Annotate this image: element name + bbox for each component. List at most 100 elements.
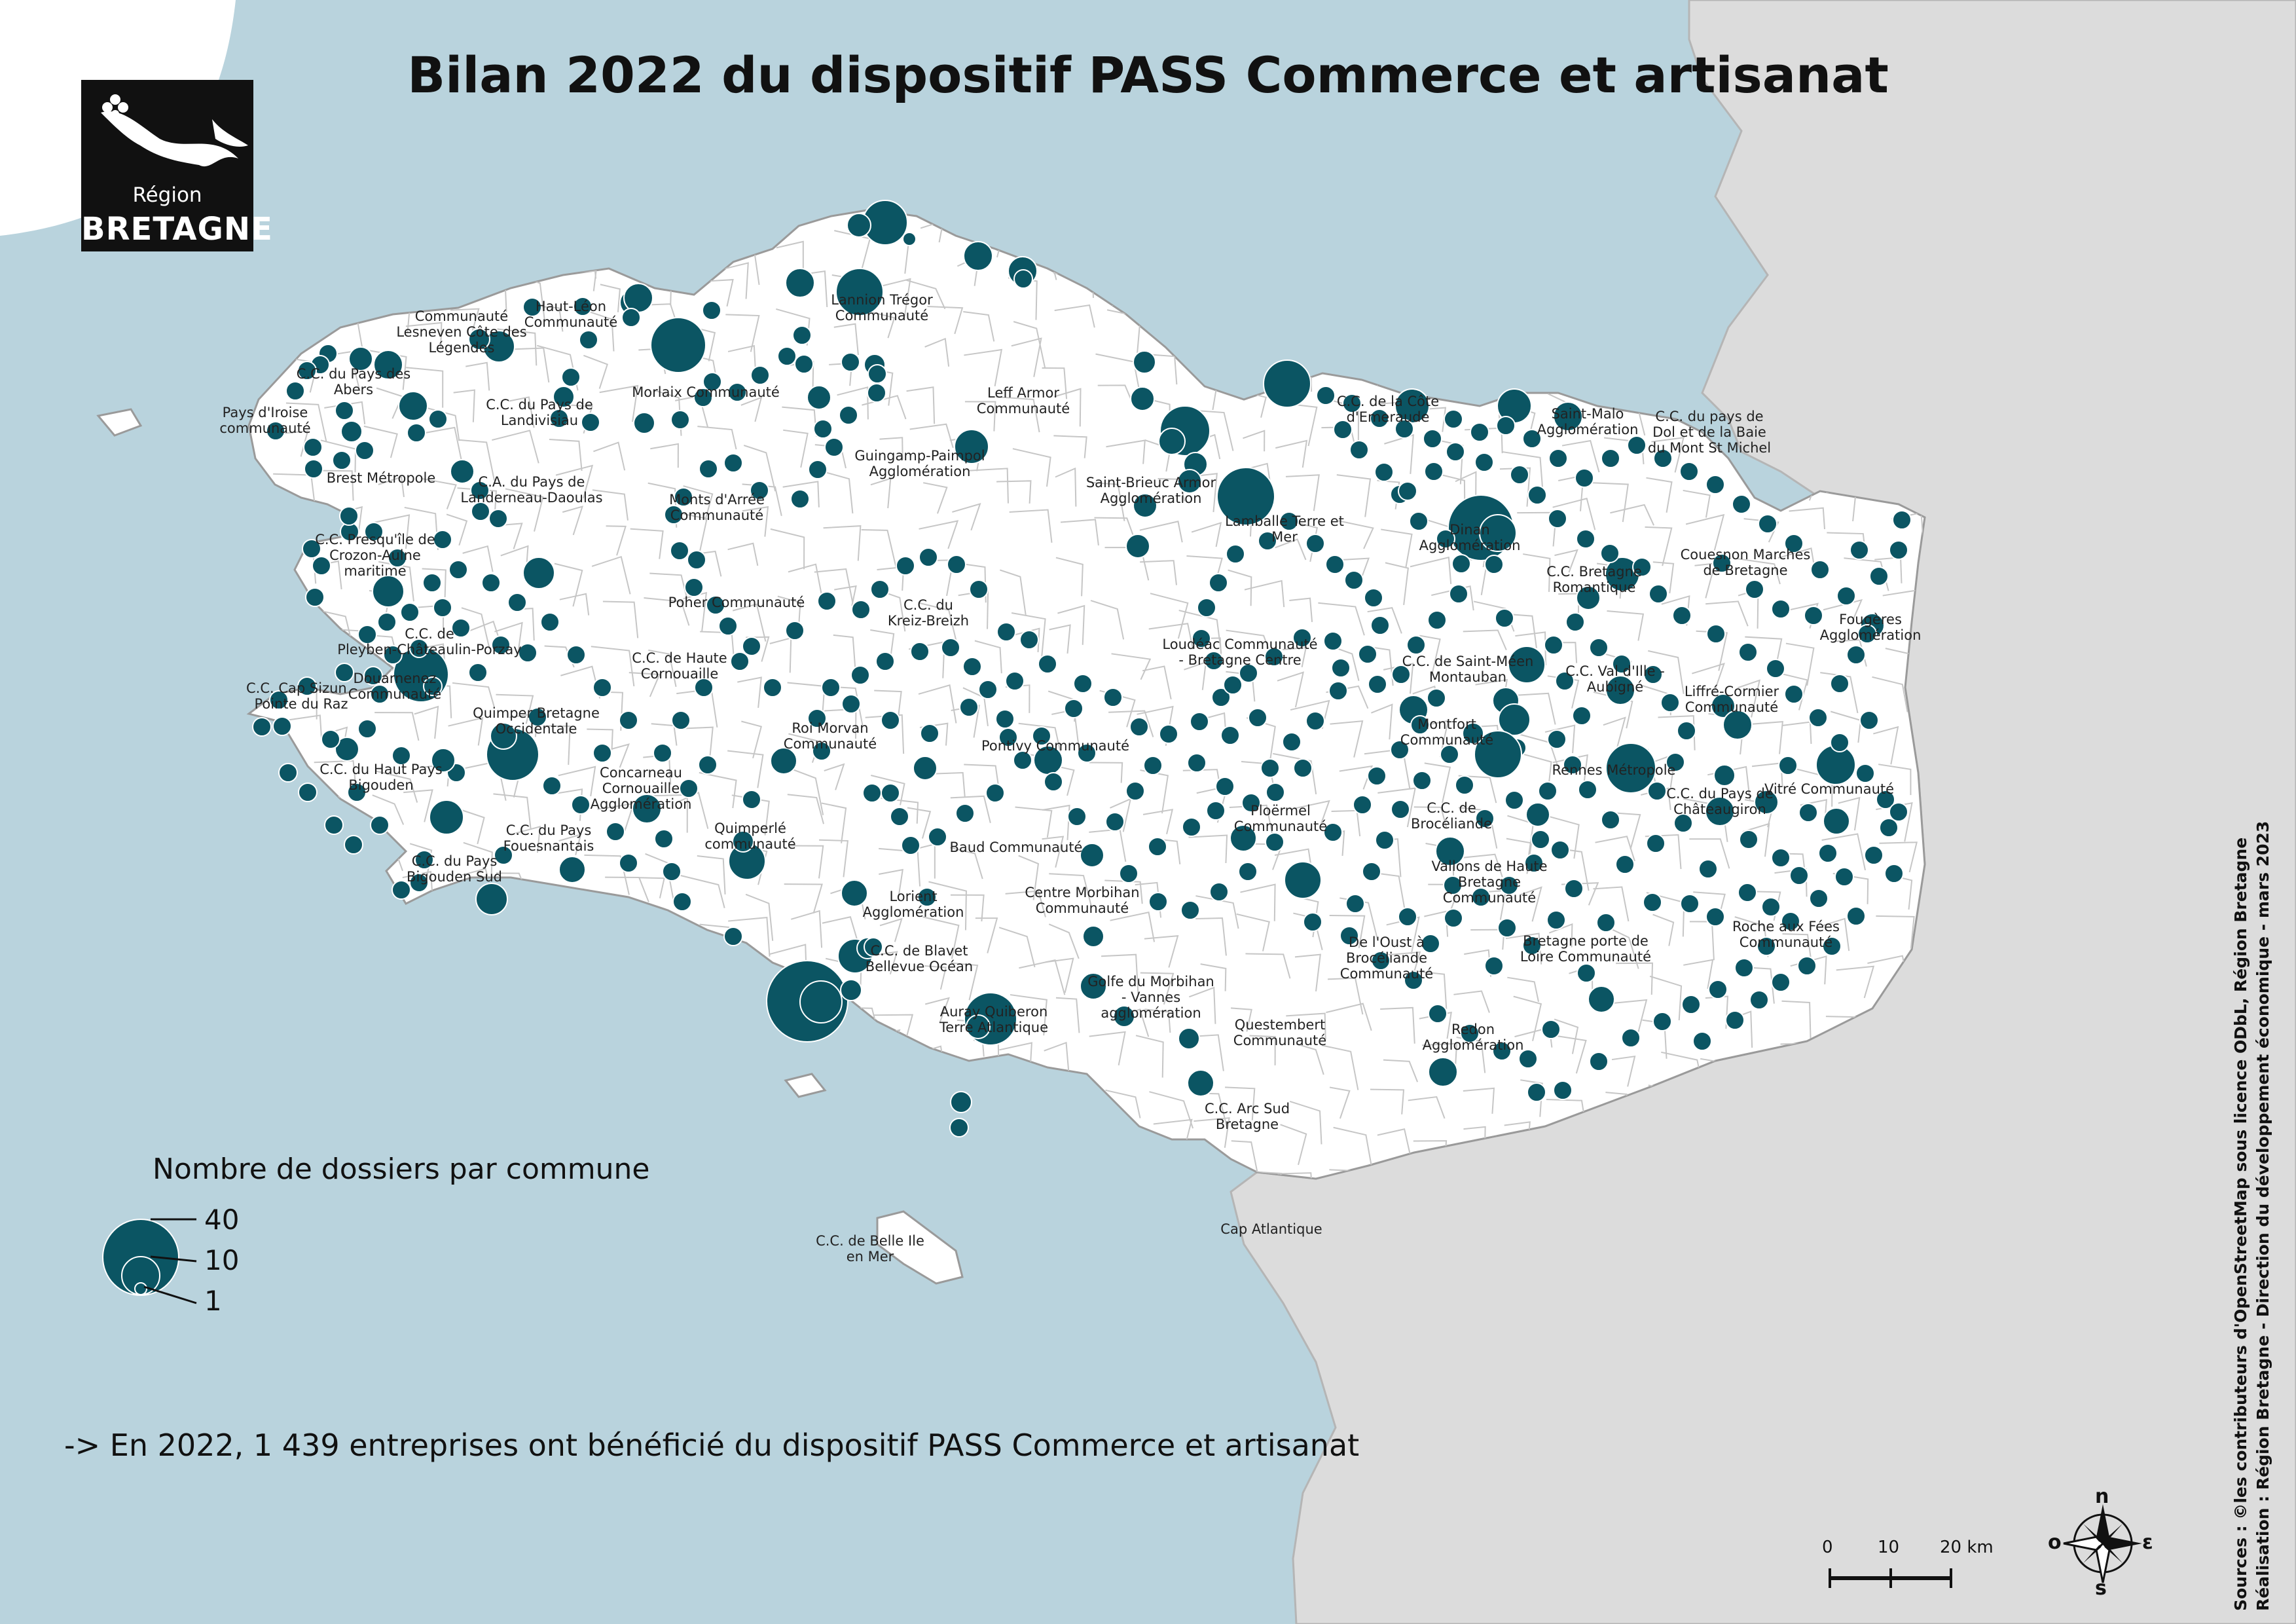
- commune-bubble: [1215, 777, 1235, 796]
- epci-label: De l'Oust à Brocéliande Communauté: [1340, 934, 1433, 982]
- legend-circle-1: [134, 1282, 147, 1295]
- commune-boundary: [588, 231, 630, 258]
- commune-boundary: [684, 1092, 720, 1121]
- commune-boundary: [1049, 624, 1071, 654]
- commune-boundary: [418, 932, 453, 963]
- commune-boundary: [1823, 599, 1863, 622]
- commune-bubble: [1474, 730, 1522, 779]
- commune-boundary: [919, 520, 959, 549]
- commune-bubble: [817, 591, 837, 611]
- epci-label: C.C. de Belle Ile en Mer: [816, 1233, 924, 1264]
- commune-bubble: [1508, 646, 1546, 684]
- commune-bubble: [1424, 462, 1444, 481]
- commune-bubble: [1474, 452, 1494, 472]
- commune-bubble: [1423, 429, 1442, 449]
- commune-boundary: [1408, 1096, 1446, 1119]
- commune-bubble: [1705, 475, 1725, 494]
- commune-bubble: [1204, 651, 1224, 671]
- commune-bubble: [950, 1091, 972, 1113]
- commune-boundary: [1374, 229, 1406, 257]
- commune-boundary: [515, 969, 539, 995]
- epci-label: Montfort Communauté: [1400, 716, 1493, 748]
- commune-bubble: [1258, 531, 1277, 551]
- commune-boundary: [448, 1120, 476, 1150]
- commune-boundary: [418, 1048, 449, 1073]
- epci-label: Quimper Bretagne Occidentale: [473, 705, 600, 737]
- commune-boundary: [1231, 274, 1262, 316]
- epci-label: Pontivy Communauté: [981, 738, 1129, 754]
- commune-boundary: [1055, 467, 1077, 507]
- commune-bubble: [1834, 867, 1854, 887]
- commune-boundary: [651, 956, 686, 989]
- commune-bubble: [727, 382, 747, 402]
- commune-bubble: [1492, 1041, 1512, 1061]
- commune-bubble: [1818, 843, 1838, 863]
- commune-boundary: [1648, 650, 1685, 694]
- commune-bubble: [1548, 509, 1567, 528]
- epci-label: Rennes Métropole: [1552, 762, 1676, 778]
- commune-boundary: [1778, 672, 1808, 710]
- commune-boundary: [1419, 635, 1441, 677]
- commune-bubble: [1148, 892, 1168, 912]
- commune-bubble: [1484, 956, 1504, 976]
- commune-bubble: [699, 459, 718, 479]
- epci-label: Quimperlé communauté: [704, 821, 795, 852]
- commune-boundary: [879, 868, 903, 898]
- commune-boundary: [1737, 679, 1761, 718]
- commune-boundary: [276, 1086, 302, 1118]
- commune-boundary: [644, 1041, 682, 1088]
- epci-label: C.C. de la Côte d'Emeraude: [1337, 394, 1439, 425]
- commune-boundary: [1142, 665, 1172, 700]
- commune-bubble: [1660, 693, 1680, 712]
- commune-boundary: [372, 794, 405, 825]
- commune-boundary: [743, 445, 776, 492]
- commune-boundary: [602, 600, 639, 638]
- commune-boundary: [370, 280, 409, 312]
- commune-bubble: [966, 1014, 991, 1039]
- commune-boundary: [1110, 1171, 1138, 1179]
- commune-boundary: [963, 311, 995, 342]
- commune-boundary: [870, 477, 892, 509]
- commune-bubble: [955, 803, 975, 823]
- commune-boundary: [648, 649, 677, 688]
- commune-boundary: [369, 1018, 409, 1060]
- commune-boundary: [1422, 320, 1446, 356]
- commune-bubble: [870, 580, 890, 599]
- commune-bubble: [1293, 758, 1313, 778]
- commune-bubble: [1428, 1004, 1448, 1024]
- commune-boundary: [1386, 306, 1422, 331]
- commune-bubble: [1148, 837, 1167, 857]
- commune-bubble: [824, 437, 844, 457]
- commune-bubble: [1333, 420, 1353, 439]
- commune-boundary: [270, 637, 311, 667]
- commune-bubble: [1698, 859, 1718, 879]
- region-bretagne-logo: Région BRETAGNE: [81, 80, 272, 251]
- commune-bubble: [1712, 553, 1732, 573]
- commune-boundary: [699, 771, 737, 809]
- commune-bubble: [1328, 681, 1348, 701]
- epci-label: Haut-Léon Communauté: [524, 299, 617, 330]
- commune-bubble: [1797, 956, 1817, 976]
- commune-boundary: [927, 305, 964, 335]
- commune-boundary: [770, 528, 805, 570]
- commune-boundary: [587, 728, 613, 750]
- commune-boundary: [964, 401, 996, 432]
- commune-bubble: [1510, 465, 1529, 485]
- commune-boundary: [1513, 995, 1542, 1041]
- commune-bubble: [1647, 781, 1667, 801]
- commune-bubble: [1216, 467, 1275, 526]
- commune-boundary: [1652, 913, 1675, 946]
- commune-bubble: [839, 405, 858, 425]
- commune-bubble: [1158, 428, 1186, 455]
- commune-boundary: [1461, 853, 1503, 877]
- commune-bubble: [633, 412, 655, 434]
- commune-boundary: [409, 236, 456, 261]
- commune-bubble: [339, 506, 359, 526]
- commune-bubble: [592, 678, 612, 697]
- commune-boundary: [1742, 822, 1770, 857]
- map-title: Bilan 2022 du dispositif PASS Commerce e…: [407, 46, 1889, 104]
- commune-boundary: [554, 563, 583, 607]
- commune-boundary: [651, 922, 692, 961]
- legend-value-10: 10: [204, 1244, 240, 1276]
- commune-boundary: [776, 240, 804, 280]
